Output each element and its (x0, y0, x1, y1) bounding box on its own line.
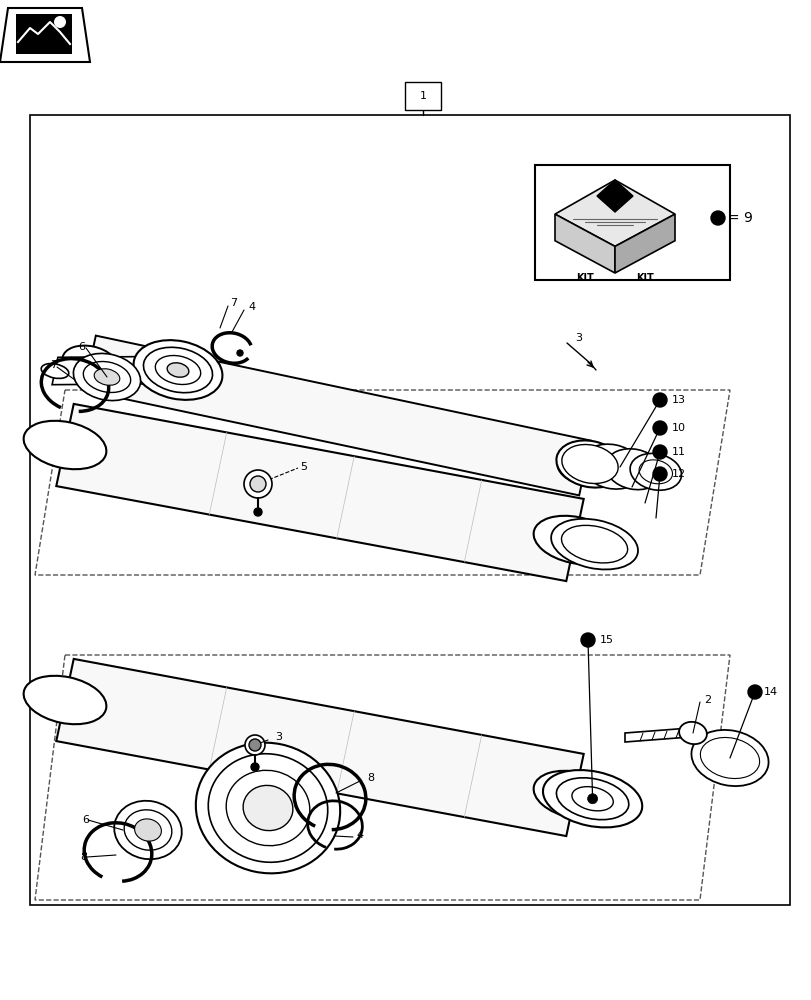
Circle shape (652, 421, 666, 435)
Circle shape (251, 763, 259, 771)
Ellipse shape (226, 770, 310, 846)
Text: 14: 14 (763, 687, 777, 697)
Ellipse shape (24, 676, 106, 724)
Text: 6: 6 (78, 342, 85, 352)
Ellipse shape (556, 440, 623, 488)
Text: 5: 5 (299, 462, 307, 472)
Polygon shape (84, 336, 590, 495)
Text: 2: 2 (703, 695, 710, 705)
Ellipse shape (133, 340, 222, 400)
Polygon shape (52, 356, 181, 385)
Ellipse shape (533, 771, 616, 819)
Text: KIT: KIT (576, 273, 593, 283)
Text: 8: 8 (367, 773, 374, 783)
Ellipse shape (73, 353, 140, 401)
Ellipse shape (556, 451, 611, 485)
Ellipse shape (551, 519, 637, 569)
Text: 8: 8 (80, 852, 87, 862)
Text: 13: 13 (672, 395, 685, 405)
Text: 4: 4 (355, 830, 363, 840)
Ellipse shape (556, 778, 628, 820)
Ellipse shape (678, 722, 706, 744)
Polygon shape (554, 214, 614, 273)
Circle shape (581, 633, 594, 647)
Text: 4: 4 (247, 302, 255, 312)
Circle shape (254, 508, 262, 516)
Ellipse shape (124, 810, 172, 850)
Circle shape (250, 476, 266, 492)
Ellipse shape (41, 364, 69, 378)
Circle shape (249, 739, 260, 751)
Circle shape (587, 794, 597, 804)
Text: 3: 3 (574, 333, 581, 343)
Ellipse shape (144, 347, 212, 393)
Ellipse shape (638, 460, 672, 484)
Text: 15: 15 (599, 635, 613, 645)
Ellipse shape (62, 346, 118, 380)
Bar (534, 165, 729, 280)
Bar (405, 82, 440, 110)
Circle shape (710, 211, 724, 225)
Ellipse shape (543, 770, 642, 827)
Polygon shape (624, 728, 689, 742)
Text: KIT: KIT (635, 273, 653, 283)
Ellipse shape (581, 444, 642, 489)
Ellipse shape (629, 453, 680, 490)
Ellipse shape (114, 801, 182, 859)
Text: 11: 11 (672, 447, 685, 457)
Text: 3: 3 (275, 732, 281, 742)
Ellipse shape (208, 754, 328, 862)
Circle shape (652, 467, 666, 481)
Ellipse shape (24, 421, 106, 469)
Ellipse shape (700, 737, 759, 779)
Polygon shape (596, 180, 633, 212)
Text: = 9: = 9 (727, 211, 752, 225)
Text: 7: 7 (230, 298, 237, 308)
Bar (16, 14, 72, 54)
Circle shape (245, 735, 264, 755)
Text: 12: 12 (672, 469, 685, 479)
Circle shape (237, 350, 242, 356)
Polygon shape (56, 404, 583, 581)
Polygon shape (554, 180, 674, 246)
Circle shape (243, 470, 272, 498)
Bar (30, 115, 789, 905)
Ellipse shape (94, 369, 120, 385)
Polygon shape (0, 8, 90, 62)
Ellipse shape (560, 525, 627, 563)
Text: 10: 10 (672, 423, 685, 433)
Ellipse shape (533, 516, 616, 564)
Text: 7: 7 (50, 360, 57, 370)
Ellipse shape (155, 355, 200, 385)
Ellipse shape (571, 787, 612, 811)
Circle shape (652, 445, 666, 459)
Ellipse shape (195, 743, 340, 873)
Ellipse shape (561, 444, 617, 484)
Ellipse shape (605, 449, 661, 490)
Text: 1: 1 (419, 91, 426, 101)
Circle shape (652, 393, 666, 407)
Ellipse shape (84, 362, 131, 392)
Ellipse shape (135, 819, 161, 841)
Polygon shape (56, 659, 583, 836)
Ellipse shape (167, 363, 189, 377)
Circle shape (747, 685, 761, 699)
Circle shape (54, 16, 66, 28)
Polygon shape (614, 214, 674, 273)
Ellipse shape (691, 730, 768, 786)
Text: 6: 6 (82, 815, 89, 825)
Ellipse shape (242, 785, 293, 831)
